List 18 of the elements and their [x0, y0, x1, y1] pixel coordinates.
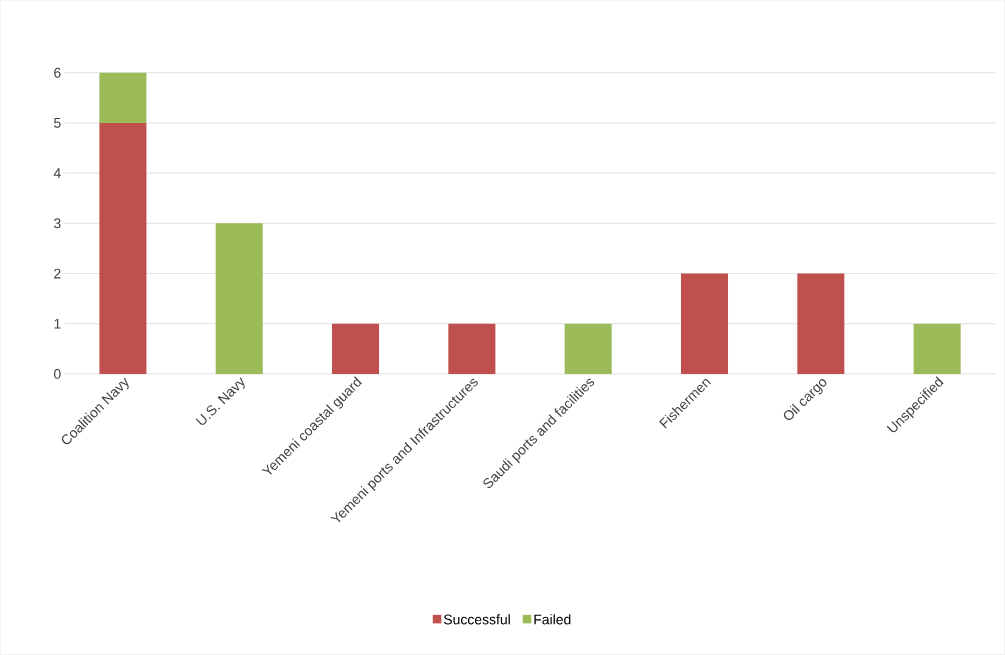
y-tick-label: 4	[53, 168, 61, 179]
bar	[913, 323, 961, 375]
bar	[99, 123, 147, 375]
bar	[448, 323, 496, 375]
y-tick-label: 3	[53, 218, 61, 229]
bar	[99, 72, 147, 124]
bar	[332, 323, 380, 375]
y-tick-label: 2	[54, 268, 61, 279]
y-tick-label: 0	[54, 369, 61, 379]
y-tick-label: 1	[54, 319, 61, 329]
bar	[215, 223, 263, 375]
bar	[797, 273, 845, 375]
bar	[680, 273, 729, 375]
bar	[564, 323, 612, 375]
y-tick-label: 5	[54, 118, 61, 128]
y-tick-label: 6	[54, 67, 61, 78]
legend-label: Successful	[443, 614, 510, 625]
legend-label: Failed	[534, 614, 571, 625]
